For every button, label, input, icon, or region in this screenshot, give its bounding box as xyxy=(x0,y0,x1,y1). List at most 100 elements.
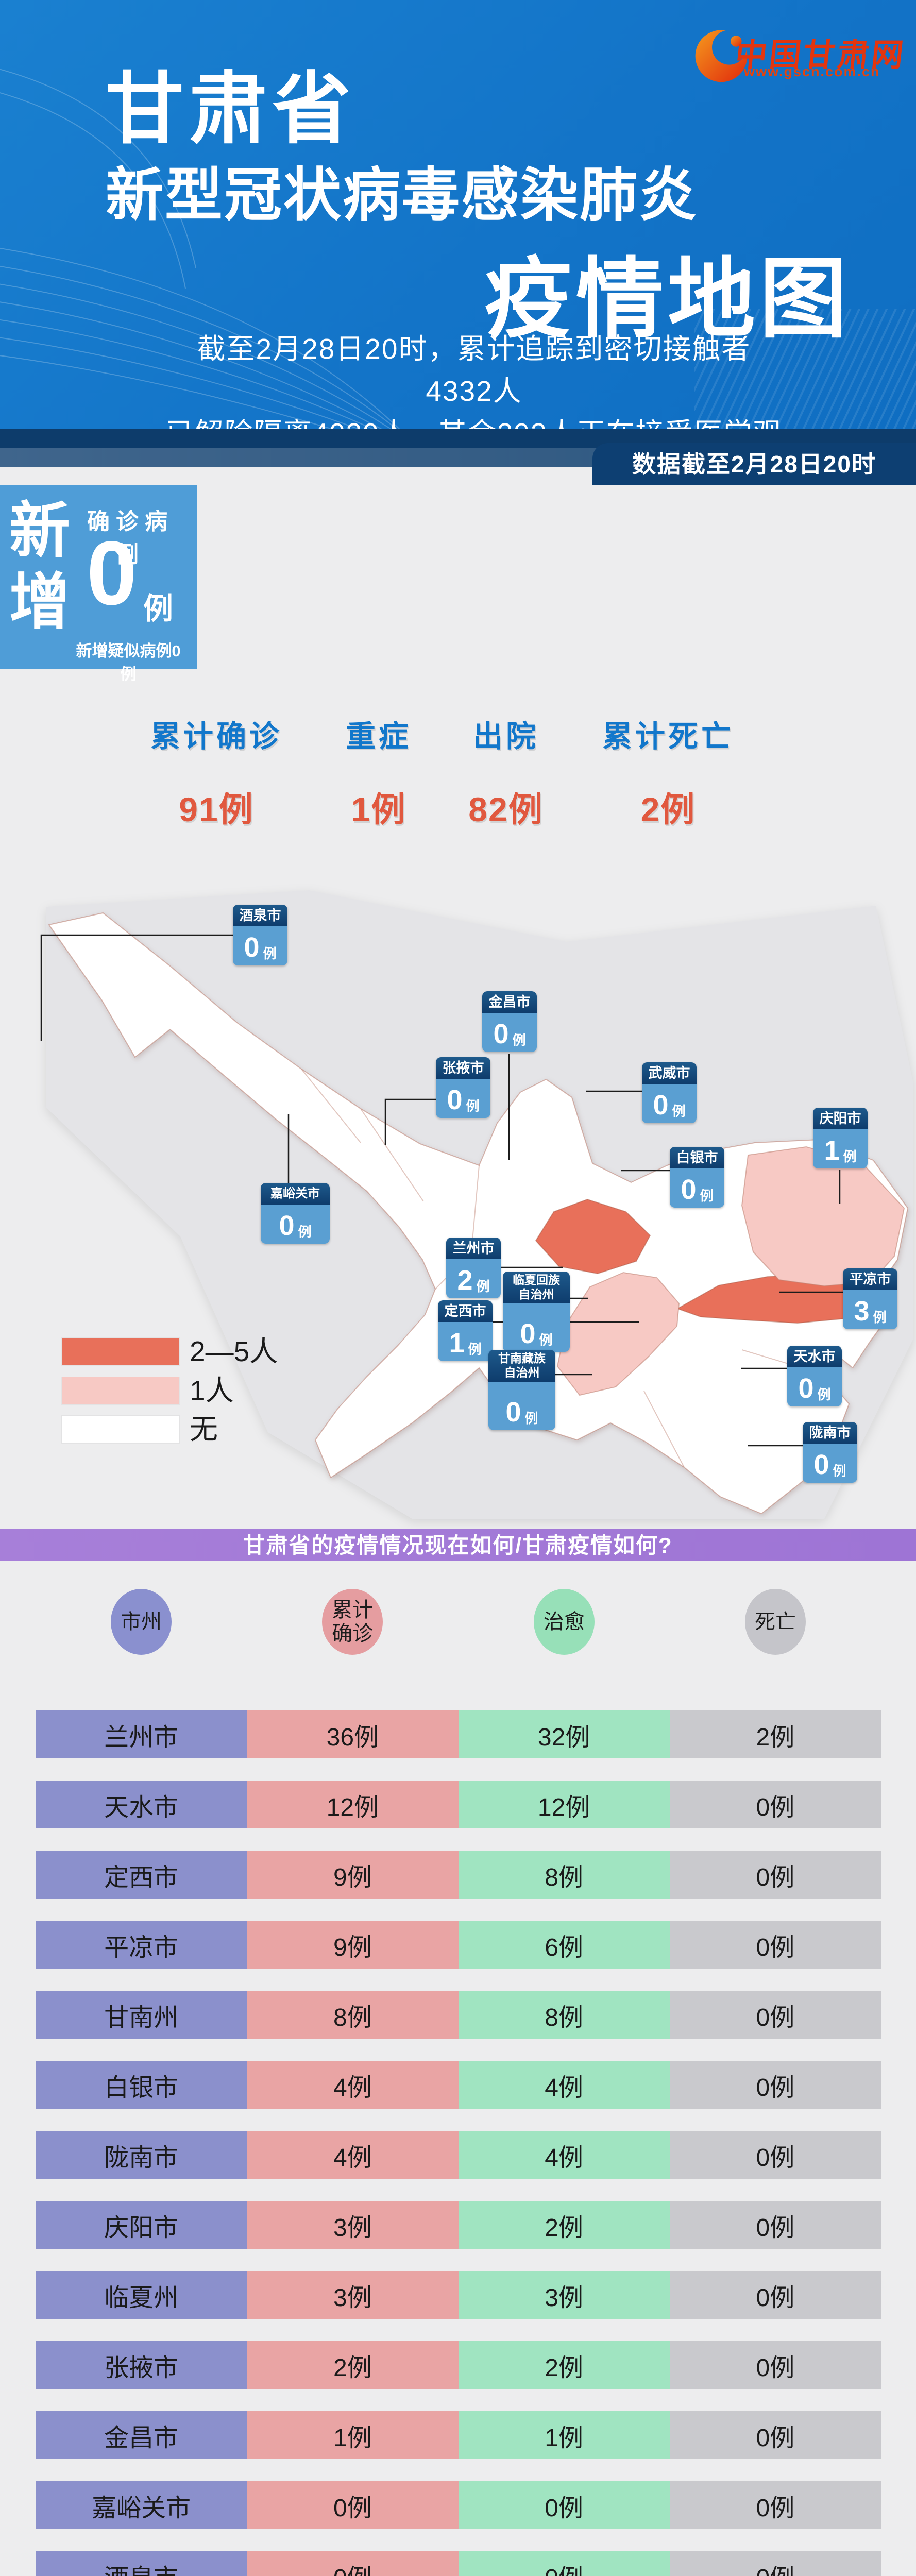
header-subtitle: 截至2月28日20时，累计追踪到密切接触者4332人 已解除隔离4039人，其余… xyxy=(165,328,783,429)
stat-value: 82例 xyxy=(468,790,544,828)
badge-case-unit: 例 xyxy=(468,1342,482,1358)
cell-confirmed: 3例 xyxy=(247,2201,459,2249)
cell-city: 嘉峪关市 xyxy=(36,2481,247,2529)
badge-city-name: 武威市 xyxy=(642,1062,697,1084)
badge-case-unit: 例 xyxy=(466,1098,480,1114)
badge-city-name: 酒泉市 xyxy=(233,905,287,926)
badge-case-count: 0 xyxy=(244,932,260,963)
badge-city-name: 甘南藏族 自治州 xyxy=(488,1350,555,1382)
cell-confirmed: 2例 xyxy=(247,2341,459,2389)
badge-case-count: 0 xyxy=(447,1084,463,1115)
badge-case-unit: 例 xyxy=(539,1332,553,1348)
new-cases-value: 0 xyxy=(87,523,137,624)
table-row-12: 酒泉市0例0例0例 xyxy=(36,2551,881,2576)
table-row-5: 白银市 4例 4例 0例 xyxy=(36,2061,881,2109)
stat-label: 出院 xyxy=(472,720,539,753)
table-row-4: 甘南州 8例 8例 0例 xyxy=(36,1991,881,2039)
badge-case-unit: 例 xyxy=(817,1387,831,1403)
table-header-3: 死亡 xyxy=(745,1589,806,1655)
district-lanzhou-2to5 xyxy=(535,1198,651,1275)
cell-confirmed: 36例 xyxy=(247,1710,459,1758)
cell-deaths: 0例 xyxy=(669,2341,881,2389)
cell-city: 甘南州 xyxy=(36,1991,247,2039)
stat-2: 出院 82例 xyxy=(423,712,588,832)
cell-deaths: 0例 xyxy=(669,1851,881,1899)
cell-deaths: 0例 xyxy=(669,2061,881,2109)
cell-confirmed: 1例 xyxy=(247,2411,459,2459)
badge-city-name: 临夏回族 自治州 xyxy=(503,1272,570,1303)
cell-deaths: 0例 xyxy=(669,2551,881,2576)
cell-cured: 0例 xyxy=(458,2481,670,2529)
cell-confirmed: 9例 xyxy=(247,1921,459,1969)
map-badge-gannan: 甘南藏族 自治州 0 例 xyxy=(488,1350,555,1430)
badge-city-name: 定西市 xyxy=(438,1300,493,1322)
cell-cured: 12例 xyxy=(458,1781,670,1828)
badge-case-count: 0 xyxy=(520,1318,536,1349)
cell-city: 天水市 xyxy=(36,1781,247,1828)
table-header-0: 市州 xyxy=(111,1589,172,1655)
cell-city: 兰州市 xyxy=(36,1710,247,1758)
stripe-decoration xyxy=(694,309,916,429)
map-badge-pingliang: 平凉市 3 例 xyxy=(843,1268,897,1329)
stat-3: 累计死亡 2例 xyxy=(586,712,751,832)
wave-decoration xyxy=(0,69,400,429)
stat-label: 累计确诊 xyxy=(150,720,282,753)
cell-cured: 6例 xyxy=(458,1921,670,1969)
legend-swatch xyxy=(62,1338,179,1365)
cell-confirmed: 9例 xyxy=(247,1851,459,1899)
cell-cured: 2例 xyxy=(458,2201,670,2249)
map-badge-zhangye: 张掖市 0 例 xyxy=(436,1057,490,1118)
map-badge-linxia: 临夏回族 自治州 0 例 xyxy=(503,1272,570,1352)
badge-case-count: 0 xyxy=(681,1174,697,1205)
cell-city: 酒泉市 xyxy=(36,2551,247,2576)
map-badge-baiyin: 白银市 0 例 xyxy=(670,1147,724,1208)
badge-case-unit: 例 xyxy=(263,946,277,962)
badge-case-unit: 例 xyxy=(873,1310,887,1326)
map-badge-jiayuguan: 嘉峪关市 0 例 xyxy=(261,1183,330,1244)
badge-case-count: 3 xyxy=(854,1296,870,1327)
cell-cured: 2例 xyxy=(458,2341,670,2389)
cell-deaths: 0例 xyxy=(669,2271,881,2319)
cell-deaths: 0例 xyxy=(669,1781,881,1828)
badge-case-unit: 例 xyxy=(512,1032,526,1048)
map-badge-jinchang: 金昌市 0 例 xyxy=(482,991,537,1052)
cell-cured: 32例 xyxy=(458,1710,670,1758)
cell-cured: 3例 xyxy=(458,2271,670,2319)
badge-case-count: 0 xyxy=(279,1210,295,1241)
new-suspected-note: 新增疑似病例0例 xyxy=(76,642,181,683)
badge-case-count: 0 xyxy=(813,1449,829,1480)
map-badge-longnan: 陇南市 0 例 xyxy=(803,1422,857,1483)
new-cases-tag: 新增 xyxy=(9,497,71,637)
badge-case-count: 0 xyxy=(505,1397,521,1428)
cell-deaths: 2例 xyxy=(669,1710,881,1758)
cell-deaths: 0例 xyxy=(669,2481,881,2529)
legend-label: 无 xyxy=(190,1413,218,1445)
badge-case-count: 0 xyxy=(493,1019,509,1049)
map-badge-lanzhou: 兰州市 2 例 xyxy=(446,1238,501,1298)
badge-city-name: 兰州市 xyxy=(446,1238,501,1259)
table-row-1: 天水市 12例 12例 0例 xyxy=(36,1781,881,1828)
header: 中国甘肃网 www.gscn.com.cn 甘肃省 新型冠状病毒感染肺炎 疫情地… xyxy=(0,0,916,429)
badge-case-unit: 例 xyxy=(833,1463,846,1479)
title-map: 疫情地图 xyxy=(484,250,851,348)
table-row-7: 庆阳市 3例 2例 0例 xyxy=(36,2201,881,2249)
badge-city-name: 陇南市 xyxy=(803,1422,857,1444)
gansu-map xyxy=(40,890,913,1519)
cell-city: 白银市 xyxy=(36,2061,247,2109)
cell-city: 定西市 xyxy=(36,1851,247,1899)
table-row-10: 金昌市 1例 1例 0例 xyxy=(36,2411,881,2459)
badge-city-name: 金昌市 xyxy=(482,991,537,1013)
cell-confirmed: 0例 xyxy=(247,2481,459,2529)
badge-city-name: 嘉峪关市 xyxy=(261,1183,330,1205)
badge-case-count: 1 xyxy=(824,1135,840,1166)
cell-deaths: 0例 xyxy=(669,2201,881,2249)
